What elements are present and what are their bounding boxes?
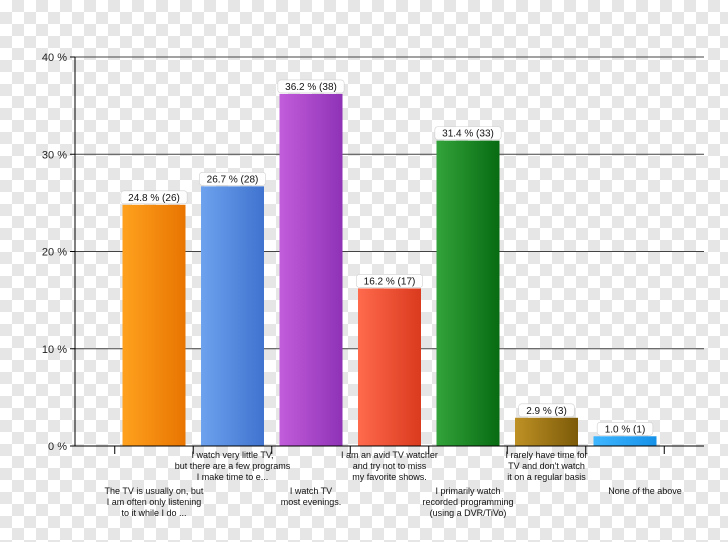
- bar: [593, 436, 657, 446]
- category-label: I rarely have time for: [505, 450, 587, 460]
- data-label-box: [518, 403, 575, 418]
- bar: [122, 204, 186, 446]
- bar: [358, 288, 421, 446]
- data-label-box: [199, 172, 266, 186]
- category-label: but there are a few programs: [175, 461, 291, 471]
- category-label: I primarily watch: [435, 486, 500, 496]
- data-label-box: [120, 190, 188, 205]
- category-label: I watch TV: [290, 486, 332, 496]
- category-label: TV and don't watch: [508, 461, 585, 471]
- category-label: I am an avid TV watcher: [341, 450, 438, 460]
- bar: [436, 140, 500, 446]
- y-tick-label: 0 %: [48, 441, 67, 453]
- y-tick-label: 30 %: [42, 149, 67, 161]
- category-label: None of the above: [608, 486, 682, 496]
- data-label: 26.7 % (28): [207, 174, 259, 185]
- category-label: and try not to miss: [353, 461, 427, 471]
- data-labels: 24.8 % (26) 26.7 % (28) 36.2 % (38) 16.2 % …: [120, 79, 654, 436]
- bar: [201, 186, 264, 446]
- category-label: to it while I do ...: [121, 508, 186, 518]
- data-label-box: [356, 274, 423, 288]
- y-tick-label: 10 %: [42, 344, 67, 356]
- bar: [279, 93, 343, 446]
- category-label: I watch very little TV,: [191, 450, 273, 460]
- y-tick-label: 40 %: [42, 52, 67, 64]
- data-label: 31.4 % (33): [442, 129, 494, 140]
- data-label-box: [434, 126, 502, 140]
- category-label: most evenings.: [281, 497, 342, 507]
- category-label: my favorite shows.: [352, 472, 427, 482]
- category-label: it on a regular basis: [507, 472, 586, 482]
- category-label: The TV is usually on, but: [105, 486, 204, 496]
- data-label: 24.8 % (26): [128, 193, 180, 204]
- y-axis-ticks: 0 % 10 % 20 % 30 % 40 %: [42, 52, 75, 453]
- bars: [122, 93, 657, 446]
- category-label: recorded programming: [422, 497, 513, 507]
- bar: [515, 417, 578, 446]
- data-label: 16.2 % (17): [364, 276, 416, 287]
- category-label: I make time to e...: [197, 472, 269, 482]
- data-label: 1.0 % (1): [605, 424, 646, 435]
- data-label: 36.2 % (38): [285, 82, 337, 93]
- data-label: 2.9 % (3): [526, 406, 567, 417]
- y-tick-label: 20 %: [42, 247, 67, 259]
- data-label-box: [277, 79, 345, 94]
- category-label: (using a DVR/TiVo): [430, 508, 507, 518]
- x-axis-ticks: [114, 446, 665, 454]
- category-label: I am often only listening: [107, 497, 202, 507]
- data-label-box: [596, 421, 654, 436]
